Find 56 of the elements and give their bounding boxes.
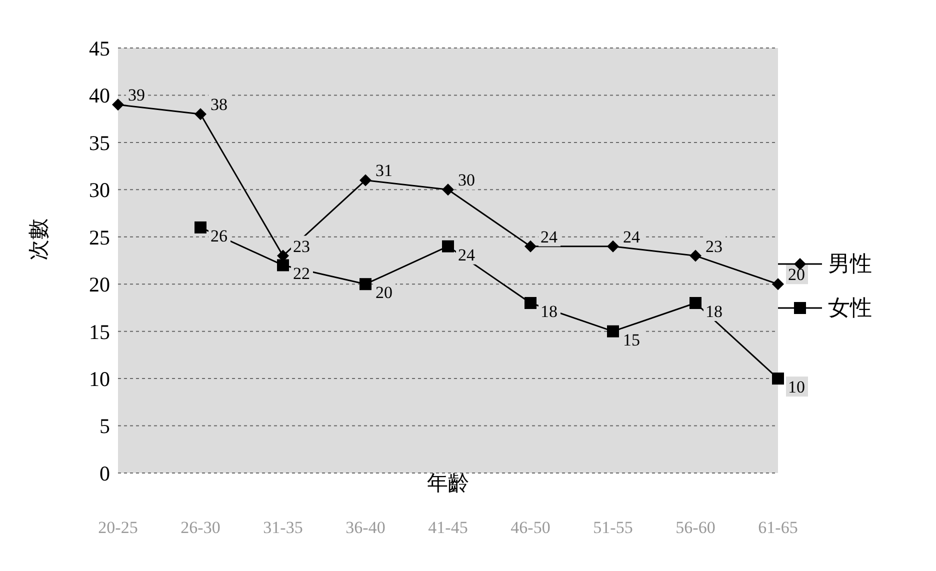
- point: [194, 108, 206, 120]
- x-tick-label: 56-60: [676, 518, 716, 537]
- point: [277, 259, 289, 272]
- x-tick-label: 51-55: [593, 518, 633, 537]
- x-tick-label: 31-35: [263, 518, 303, 537]
- point: [772, 372, 784, 385]
- y-tick-label: 35: [89, 130, 110, 155]
- data-label: 26: [210, 226, 228, 246]
- legend-label: 男性: [828, 250, 872, 278]
- data-label: 22: [293, 264, 310, 284]
- x-tick-label: 61-65: [758, 518, 798, 537]
- y-tick-label: 25: [89, 225, 110, 250]
- data-label: 24: [540, 227, 558, 246]
- point: [524, 240, 536, 252]
- y-tick-label: 10: [89, 367, 110, 392]
- point: [690, 297, 702, 309]
- data-label: 30: [458, 170, 475, 190]
- point: [607, 325, 619, 338]
- point: [772, 278, 784, 290]
- data-label: 23: [293, 236, 310, 256]
- x-axis-title: 年齡: [427, 470, 469, 495]
- y-tick-label: 0: [100, 461, 110, 486]
- x-tick-label: 20-25: [98, 518, 138, 537]
- y-tick-label: 15: [89, 320, 110, 344]
- y-tick-label: 45: [89, 36, 110, 60]
- data-label: 24: [623, 227, 640, 246]
- data-label: 18: [706, 302, 722, 321]
- data-label: 24: [458, 245, 476, 264]
- data-label: 31: [376, 161, 392, 180]
- point: [194, 221, 206, 234]
- point: [360, 174, 372, 186]
- data-label: 18: [540, 302, 558, 321]
- data-label: 15: [623, 330, 640, 350]
- x-tick-label: 36-40: [346, 518, 386, 537]
- x-tick-label: 46-50: [510, 518, 550, 537]
- x-tick-label: 26-30: [180, 518, 220, 537]
- y-axis-title: 次數: [26, 218, 50, 260]
- point: [360, 278, 372, 290]
- legend-label: 女性: [828, 294, 872, 322]
- data-label: 38: [210, 95, 228, 114]
- data-label: 20: [788, 265, 805, 284]
- data-label: 10: [788, 378, 805, 397]
- y-tick-label: 40: [89, 84, 110, 108]
- point: [524, 297, 536, 309]
- y-tick-label: 20: [89, 272, 110, 297]
- data-label: 39: [128, 86, 145, 105]
- point: [112, 98, 124, 111]
- point: [690, 250, 702, 262]
- point: [442, 184, 454, 196]
- point: [607, 240, 619, 252]
- y-tick-label: 30: [89, 178, 110, 202]
- data-label: 20: [376, 283, 392, 302]
- data-label: 23: [706, 236, 722, 256]
- point: [442, 240, 454, 252]
- y-tick-label: 5: [100, 414, 110, 438]
- x-tick-label: 41-45: [428, 518, 468, 537]
